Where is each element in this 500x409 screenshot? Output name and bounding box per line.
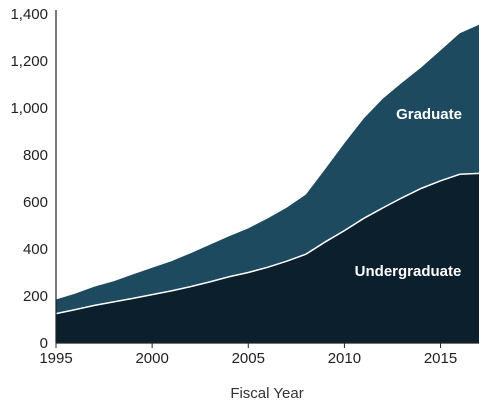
series-boundary-line (55, 172, 480, 315)
y-tick-label: 800 (23, 147, 48, 164)
x-tick-label: 2000 (135, 350, 168, 367)
y-tick-label: 1,400 (10, 6, 48, 23)
y-tick-label: 1,200 (10, 53, 48, 70)
y-tick-label: 200 (23, 288, 48, 305)
y-tick-label: 1,000 (10, 100, 48, 117)
area-graduate (56, 24, 479, 314)
axes-layer (55, 10, 479, 348)
series-label-graduate: Graduate (396, 106, 462, 123)
x-tick-label: 2005 (232, 350, 265, 367)
area-undergraduate (56, 173, 479, 343)
x-axis-title: Fiscal Year (230, 385, 303, 402)
x-tick-label: 1995 (39, 350, 72, 367)
y-tick-label: 0 (40, 335, 48, 352)
area-layer (55, 24, 480, 343)
y-tick-label: 400 (23, 241, 48, 258)
y-tick-label: 600 (23, 194, 48, 211)
tick-labels: 0 200 400 600 800 1,000 1,200 1,400 1995 2000 2005… (10, 6, 457, 367)
series-label-undergraduate: Undergraduate (355, 263, 462, 280)
x-tick-label: 2010 (328, 350, 361, 367)
x-tick-label: 2015 (424, 350, 457, 367)
